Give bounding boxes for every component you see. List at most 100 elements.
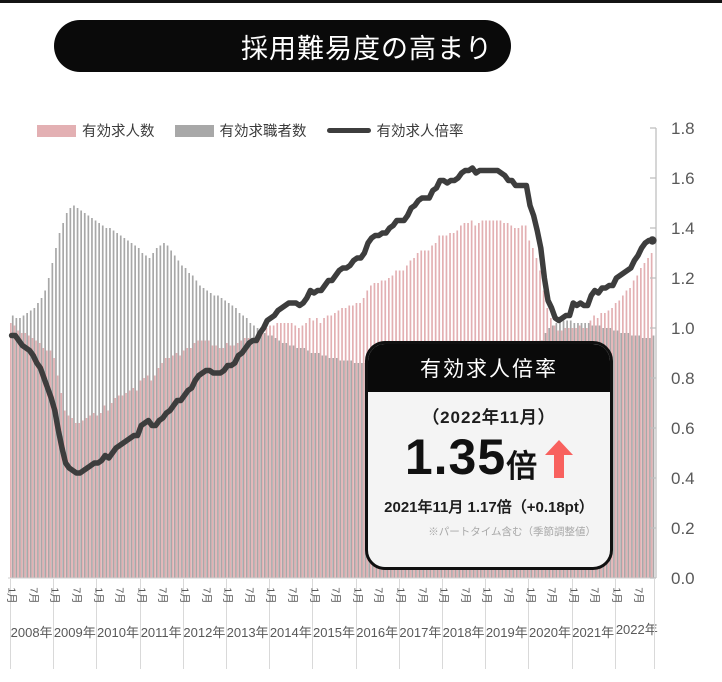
bar-seekers — [217, 295, 219, 578]
x-tick-month: 1月 — [437, 587, 450, 604]
bar-openings — [161, 363, 163, 578]
year-separator — [226, 579, 227, 669]
bar-seekers — [188, 273, 190, 578]
bar-seekers — [253, 325, 255, 578]
year-separator — [442, 579, 443, 669]
callout-unit: 倍 — [506, 448, 538, 484]
year-separator — [312, 579, 314, 669]
bar-openings — [337, 310, 340, 578]
bar-seekers — [112, 230, 115, 578]
bar-openings — [204, 340, 207, 578]
x-tick-month: 1月 — [178, 587, 191, 604]
bar-openings — [294, 325, 297, 578]
bar-seekers — [170, 250, 172, 578]
bar-seekers — [137, 248, 140, 578]
bar-openings — [157, 368, 160, 578]
x-tick-month: 7月 — [632, 587, 644, 604]
x-tick-month: 1月 — [480, 587, 493, 604]
bar-openings — [49, 350, 52, 578]
x-tick-month: 1月 — [92, 587, 104, 604]
bar-openings — [71, 418, 73, 578]
bar-openings — [265, 328, 268, 578]
bar-openings — [622, 295, 624, 578]
bar-seekers — [652, 335, 655, 578]
x-tick-month: 7月 — [286, 587, 299, 604]
x-tick-month: 7月 — [459, 587, 472, 604]
bar-seekers — [65, 213, 68, 578]
bar-seekers — [58, 233, 61, 578]
year-separator — [53, 579, 55, 669]
bar-openings — [200, 340, 203, 578]
callout-box: 有効求人倍率 （2022年11月） 1.35 倍 2021年11月 1.17倍（… — [365, 341, 613, 570]
bar-openings — [240, 340, 243, 578]
x-tick-month: 7月 — [545, 587, 558, 604]
bar-openings — [78, 423, 81, 578]
bar-seekers — [37, 303, 39, 578]
bar-openings — [254, 340, 257, 578]
ratio-line — [8, 165, 656, 476]
bar-seekers — [195, 280, 198, 578]
y-axis-tick-label: 1.8 — [671, 119, 695, 138]
callout-period: （2022年11月） — [422, 408, 556, 427]
bar-seekers — [242, 315, 244, 578]
bar-seekers — [69, 208, 72, 578]
bar-openings — [139, 380, 142, 578]
bar-seekers — [206, 290, 208, 578]
bar-openings — [42, 348, 45, 578]
bar-openings — [132, 388, 135, 578]
bar-openings — [215, 345, 217, 578]
bar-seekers — [26, 313, 28, 578]
bar-seekers — [227, 303, 230, 578]
y-axis-tick-label: 0.0 — [671, 569, 695, 588]
bar-openings — [640, 268, 642, 578]
x-tick-month: 7月 — [70, 587, 83, 604]
bar-openings — [643, 263, 646, 578]
bar-openings — [208, 340, 210, 578]
bar-seekers — [116, 233, 118, 578]
bar-seekers — [105, 228, 108, 578]
bar-seekers — [177, 260, 180, 578]
bar-openings — [24, 333, 27, 578]
bar-seekers — [292, 345, 295, 578]
bar-seekers — [620, 333, 622, 578]
bar-seekers — [328, 358, 331, 578]
bar-openings — [625, 290, 628, 578]
year-separator — [182, 579, 184, 669]
bar-openings — [128, 390, 131, 578]
bar-openings — [650, 253, 653, 578]
x-tick-month: 1月 — [135, 587, 148, 604]
x-tick-year: 2020年 — [529, 625, 571, 640]
bar-seekers — [641, 338, 644, 578]
bar-seekers — [163, 243, 165, 578]
bar-openings — [197, 340, 199, 578]
bar-seekers — [353, 363, 356, 578]
bar-openings — [258, 335, 261, 578]
callout-comparison: 2021年11月 1.17倍（+0.18pt） — [384, 499, 594, 516]
ratio-line-swatch — [326, 128, 371, 133]
bar-seekers — [44, 290, 46, 578]
bar-seekers — [80, 210, 82, 578]
bar-openings — [150, 380, 153, 578]
up-arrow-icon — [545, 440, 574, 478]
bar-openings — [236, 343, 239, 578]
bar-seekers — [245, 318, 248, 578]
bar-openings — [136, 390, 138, 578]
bar-openings — [92, 413, 95, 578]
bar-seekers — [335, 358, 338, 578]
x-tick-month: 7月 — [372, 587, 385, 604]
bar-openings — [121, 395, 124, 578]
bar-openings — [262, 333, 264, 578]
bar-openings — [251, 338, 253, 578]
bar-seekers — [231, 305, 234, 578]
x-tick-year: 2009年 — [53, 625, 96, 640]
x-tick-month: 1月 — [524, 587, 536, 604]
bar-openings — [74, 423, 77, 578]
bar-seekers — [47, 278, 50, 578]
bar-seekers — [631, 335, 633, 578]
bar-openings — [305, 323, 307, 578]
bar-openings — [31, 338, 34, 578]
x-tick-year: 2008年 — [10, 625, 53, 640]
bar-seekers — [173, 255, 176, 578]
openings-swatch — [37, 124, 76, 137]
bar-openings — [629, 288, 631, 578]
